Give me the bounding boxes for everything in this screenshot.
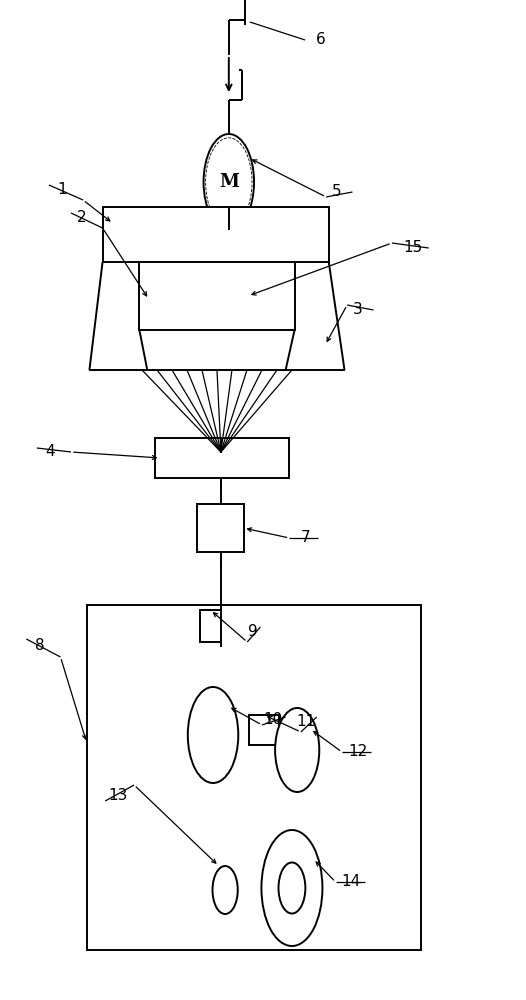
Text: 14: 14 — [342, 874, 361, 890]
Text: 12: 12 — [348, 744, 367, 760]
Text: 8: 8 — [35, 638, 44, 652]
Bar — [87, 605, 421, 950]
Bar — [200, 610, 221, 642]
Text: 10: 10 — [263, 712, 282, 728]
Text: 4: 4 — [45, 444, 55, 460]
Circle shape — [213, 866, 238, 914]
Text: 7: 7 — [300, 530, 310, 546]
Circle shape — [278, 862, 306, 914]
Bar — [103, 207, 329, 262]
Text: 13: 13 — [109, 788, 128, 802]
Circle shape — [204, 134, 254, 230]
Bar — [249, 715, 279, 745]
Circle shape — [261, 830, 322, 946]
Bar — [139, 262, 295, 330]
Text: 1: 1 — [57, 182, 67, 198]
Bar — [155, 438, 289, 478]
Text: 2: 2 — [77, 211, 86, 226]
Text: 15: 15 — [403, 240, 422, 255]
Circle shape — [275, 708, 319, 792]
Text: 9: 9 — [248, 624, 257, 640]
Circle shape — [188, 687, 238, 783]
Text: M: M — [219, 173, 239, 191]
Text: 5: 5 — [332, 184, 341, 200]
Bar — [197, 504, 244, 552]
Text: 6: 6 — [316, 32, 326, 47]
Text: 11: 11 — [297, 714, 316, 730]
Text: 3: 3 — [353, 302, 362, 318]
